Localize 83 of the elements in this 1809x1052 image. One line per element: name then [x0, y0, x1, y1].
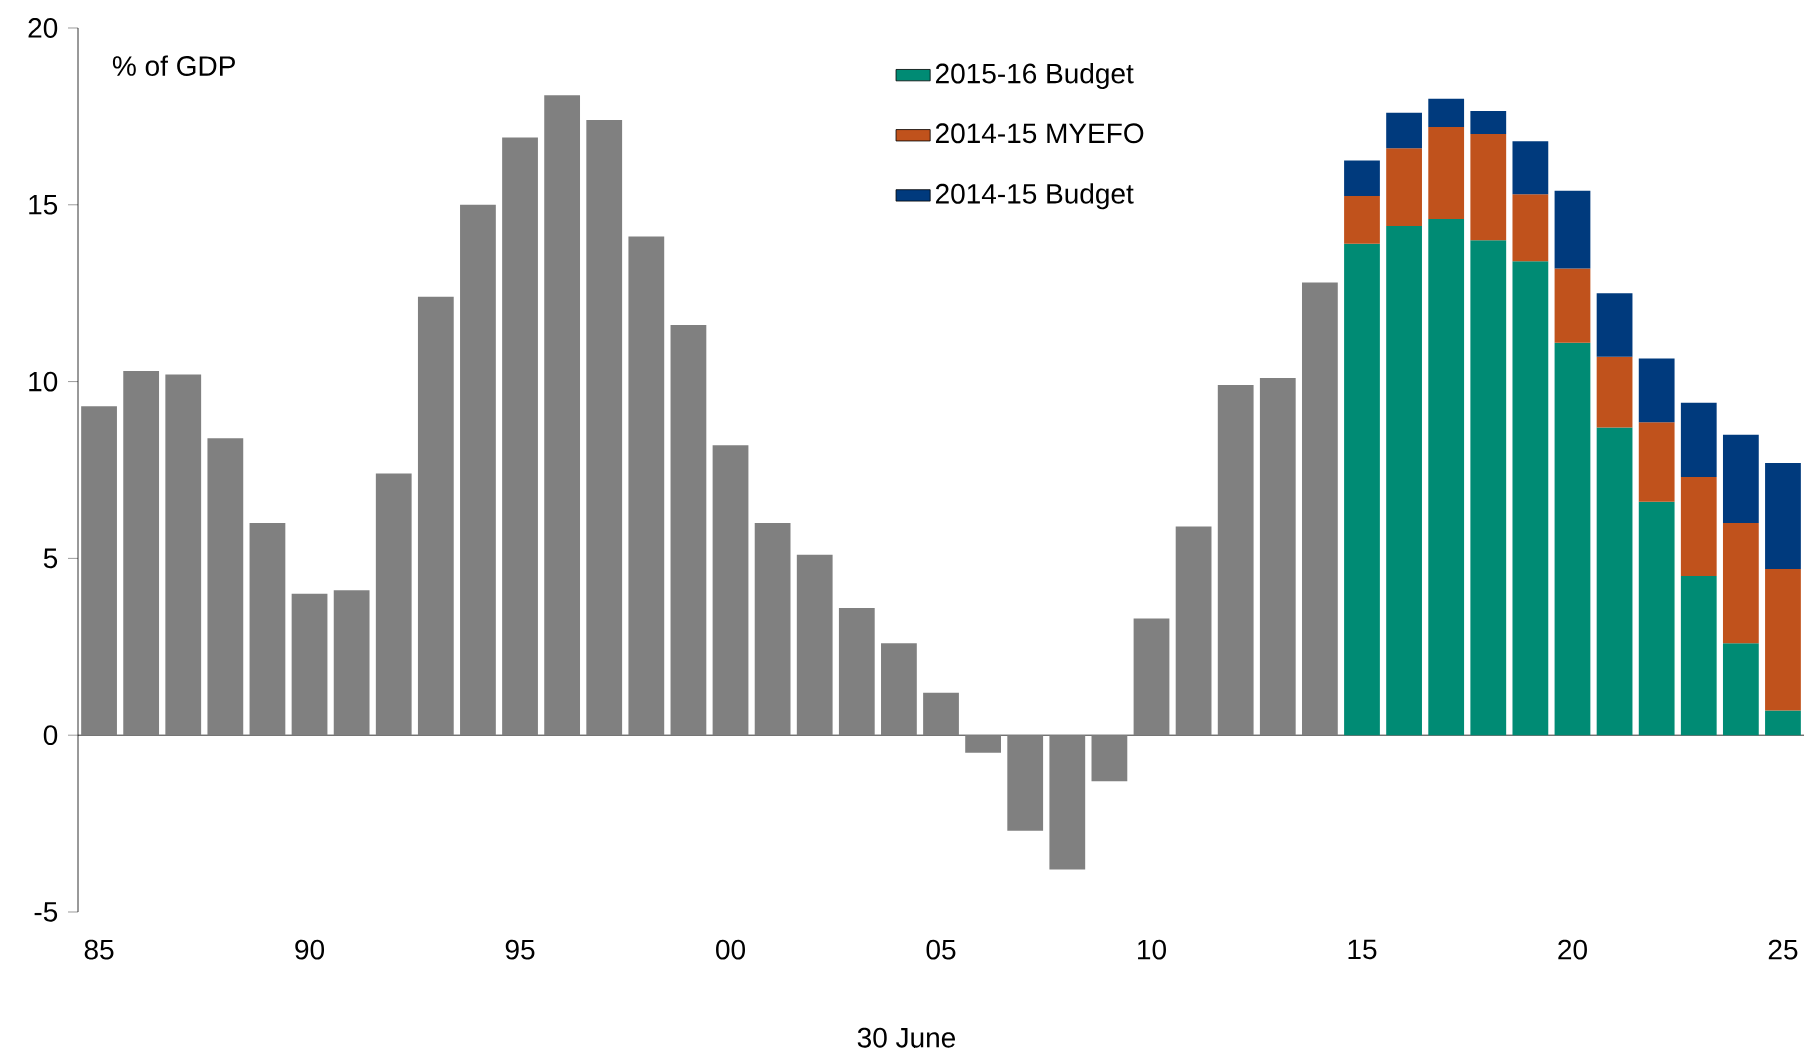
bar: [1175, 526, 1212, 736]
bar: [375, 473, 412, 736]
bar: [712, 445, 749, 736]
x-tick-label: 00: [716, 939, 746, 960]
bar: [1512, 141, 1549, 195]
bar: [1470, 111, 1507, 135]
bar: [881, 643, 917, 736]
bar: [965, 735, 1001, 753]
bar: [1259, 378, 1296, 736]
bar: [1386, 226, 1422, 736]
bar: [1386, 112, 1422, 149]
y-axis-title: % of GDP: [112, 55, 235, 76]
y-tick-label: 5: [43, 548, 58, 569]
bar: [1386, 148, 1422, 226]
bar: [1596, 293, 1633, 357]
bar: [838, 607, 875, 736]
bar: [1344, 195, 1380, 244]
bar: [544, 95, 581, 736]
bar: [1554, 268, 1591, 343]
bar: [1765, 462, 1801, 569]
legend-label: 2014-15 MYEFO: [935, 123, 1144, 144]
bar: [1554, 342, 1591, 736]
bar: [1722, 434, 1759, 524]
bar: [123, 370, 160, 736]
bar: [1302, 282, 1338, 736]
y-tick-label: 0: [43, 725, 58, 746]
bar: [796, 554, 833, 736]
x-tick-label: 15: [1348, 939, 1377, 960]
bar: [754, 523, 791, 736]
bar: [291, 593, 328, 736]
bar: [1765, 710, 1801, 736]
y-tick-label: -5: [34, 902, 58, 922]
bar: [1638, 422, 1675, 502]
legend-label: 2014-15 Budget: [935, 183, 1134, 210]
bar: [1428, 98, 1465, 127]
bar: [502, 137, 538, 736]
bar: [1596, 427, 1633, 736]
bar: [249, 523, 286, 736]
bar: [417, 296, 454, 736]
bar: [1217, 385, 1254, 736]
bar: [1512, 194, 1549, 262]
bar: [1133, 618, 1170, 736]
bar: [1470, 134, 1507, 241]
bar: [1638, 358, 1675, 423]
bar: [1428, 126, 1465, 219]
bar: [1007, 735, 1044, 831]
bar: [1344, 160, 1380, 196]
bar: [1722, 523, 1759, 644]
bar: [1680, 576, 1717, 736]
bar: [1344, 243, 1380, 736]
x-tick-label: 85: [84, 939, 114, 960]
bar: [1638, 501, 1675, 736]
bar: [460, 204, 496, 736]
bar: [1428, 218, 1465, 736]
legend-label: 2015-16 Budget: [935, 62, 1134, 89]
bar: [586, 119, 623, 736]
y-tick-label: 20: [28, 18, 58, 38]
y-tick-label: 15: [29, 195, 58, 215]
bar: [1091, 735, 1128, 782]
bar: [1680, 402, 1717, 478]
x-axis-title: 30 June: [857, 1027, 956, 1048]
bar: [207, 438, 244, 736]
bar: [1722, 643, 1759, 736]
bar: [333, 590, 370, 736]
bar: [1596, 356, 1633, 428]
x-tick-label: 05: [926, 939, 956, 960]
bar: [1680, 477, 1717, 577]
x-tick-label: 20: [1558, 939, 1587, 960]
bar: [1470, 240, 1507, 736]
y-tick-label: 10: [29, 371, 58, 392]
bar: [1765, 568, 1801, 711]
bar: [1049, 735, 1086, 870]
bar: [1512, 261, 1549, 736]
bar: [81, 406, 117, 736]
bar: [628, 236, 665, 736]
x-tick-label: 10: [1138, 939, 1166, 960]
x-tick-label: 25: [1768, 939, 1798, 960]
bar: [670, 325, 707, 736]
bar: [923, 692, 959, 736]
x-tick-label: 95: [505, 939, 535, 960]
bar: [165, 374, 202, 736]
x-tick-label: 90: [295, 939, 325, 960]
bar: [1554, 190, 1591, 269]
